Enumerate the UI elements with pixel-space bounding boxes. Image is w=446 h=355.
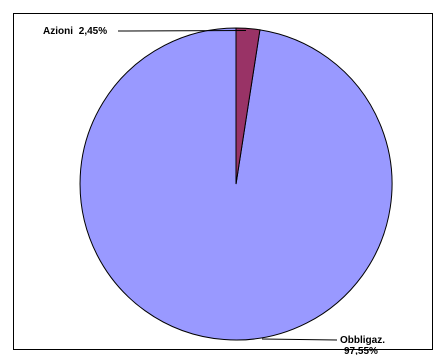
slice-label-obbligaz: Obbligaz. 97,55% — [340, 335, 388, 355]
leader-line-azioni — [117, 30, 247, 32]
slice-label-obbligaz-name: Obbligaz. — [340, 335, 385, 346]
pie-slice-azioni — [235, 27, 261, 185]
leader-lines-layer — [117, 30, 338, 341]
slice-label-azioni: Azioni 2,45% — [43, 26, 107, 37]
slices-layer — [79, 27, 393, 341]
slice-label-azioni-value: 2,45% — [79, 26, 107, 37]
leader-line-obbligaz — [261, 338, 338, 341]
labels-layer: Azioni 2,45% Obbligaz. 97,55% — [43, 26, 388, 355]
slice-label-obbligaz-value: 97,55% — [344, 346, 378, 355]
slice-label-azioni-name: Azioni — [43, 26, 73, 37]
